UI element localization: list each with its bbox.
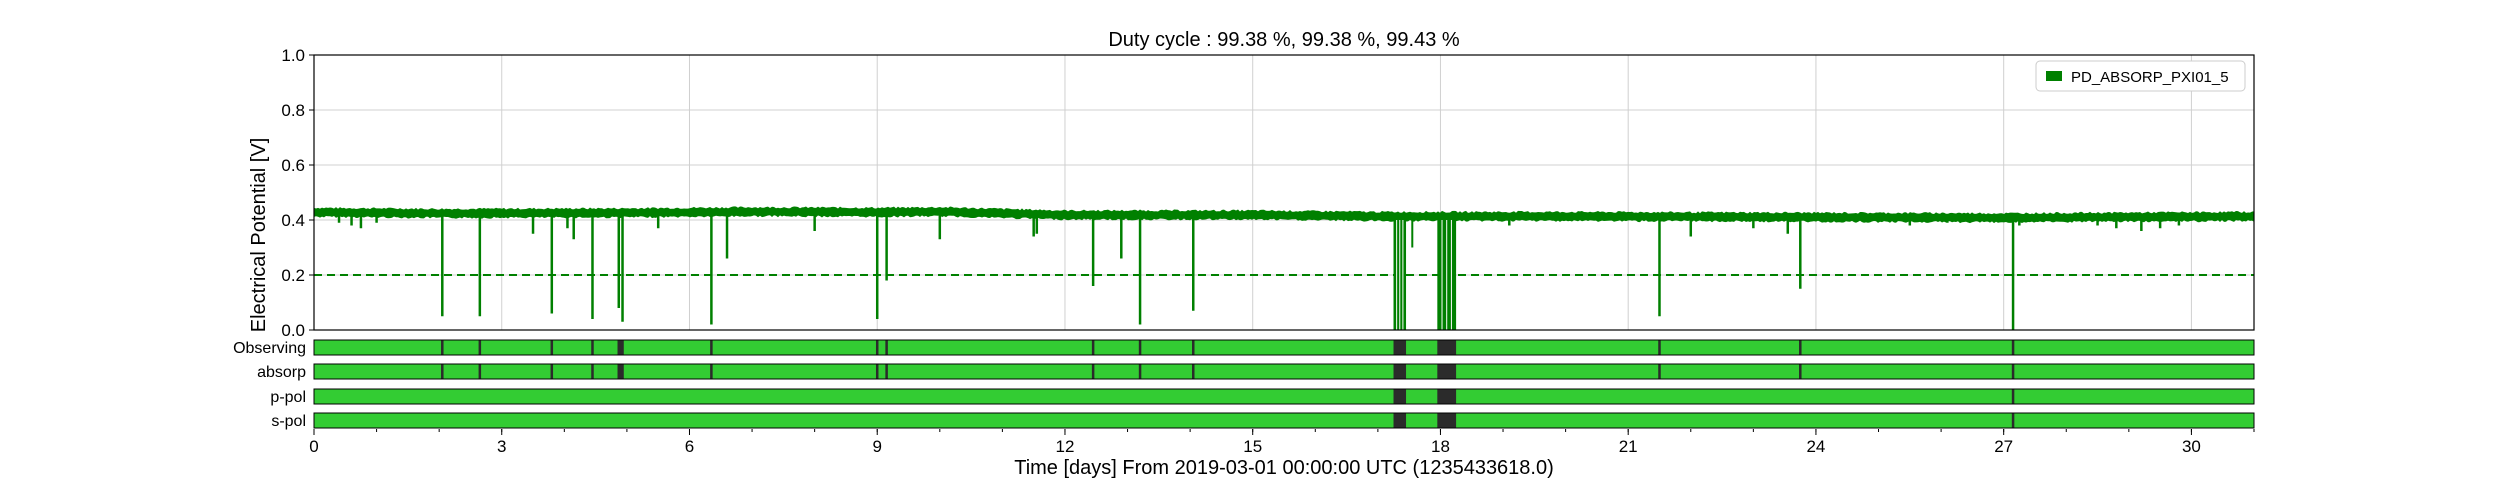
x-tick-label-6: 18 [1431, 437, 1450, 456]
segment-gap-1-8 [1091, 364, 1095, 379]
segment-row-1 [314, 364, 2254, 379]
segment-label-2: p-pol [270, 389, 306, 406]
segment-row-2 [314, 389, 2254, 404]
series-band [314, 206, 2254, 224]
segment-label-1: absorp [257, 364, 306, 381]
segment-gap-0-9 [1138, 340, 1142, 355]
segment-gap-1-5 [710, 364, 713, 379]
segment-gap-1-4 [617, 364, 624, 379]
segment-row-3 [314, 413, 2254, 428]
legend-label: PD_ABSORP_PXI01_5 [2071, 69, 2229, 86]
x-tick-label-3: 9 [872, 437, 881, 456]
segment-gap-1-12 [1437, 364, 1457, 379]
segment-gap-1-13 [1658, 364, 1661, 379]
segment-gap-1-11 [1393, 364, 1407, 379]
segment-gap-1-1 [478, 364, 482, 379]
series-group [314, 206, 2254, 330]
segment-gap-0-0 [441, 340, 444, 355]
x-tick-label-5: 15 [1243, 437, 1262, 456]
plot-frame [313, 54, 2255, 331]
x-tick-label-4: 12 [1056, 437, 1075, 456]
segment-label-0: Observing [233, 340, 306, 357]
x-tick-label-9: 27 [1994, 437, 2013, 456]
chart-title: Duty cycle : 99.38 %, 99.38 %, 99.43 % [1108, 29, 1460, 51]
segment-gap-1-2 [550, 364, 554, 379]
segment-gap-0-13 [1658, 340, 1661, 355]
segment-gap-1-10 [1192, 364, 1195, 379]
y-tick-label-1: 0.2 [281, 266, 305, 285]
y-tick-label-2: 0.4 [281, 211, 305, 230]
segment-gap-2-0 [1393, 389, 1407, 404]
axes [313, 54, 2255, 331]
x-tick-label-7: 21 [1619, 437, 1638, 456]
segment-gap-1-0 [441, 364, 444, 379]
segment-gap-0-6 [875, 340, 879, 355]
segment-gap-2-2 [2011, 389, 2015, 404]
segment-gap-0-8 [1091, 340, 1095, 355]
segment-gap-0-3 [591, 340, 594, 355]
segment-gap-0-14 [1799, 340, 1802, 355]
x-tick-label-8: 24 [1806, 437, 1825, 456]
segment-gap-0-15 [2011, 340, 2015, 355]
y-tick-label-3: 0.6 [281, 156, 305, 175]
segment-gap-0-4 [617, 340, 624, 355]
segment-gap-0-11 [1393, 340, 1407, 355]
segment-gap-0-2 [550, 340, 554, 355]
segment-frame-3 [313, 412, 2255, 429]
y-tick-label-5: 1.0 [281, 46, 305, 65]
legend-frame [2035, 60, 2246, 92]
y-axis-ticks: 0.0 0.2 0.4 0.6 0.8 1.0 [281, 46, 314, 340]
x-tick-label-1: 3 [497, 437, 506, 456]
segment-frame-2 [313, 388, 2255, 405]
legend-swatch [2046, 71, 2062, 81]
segment-gap-1-3 [591, 364, 594, 379]
x-axis-label: Time [days] From 2019-03-01 00:00:00 UTC… [1014, 457, 1554, 479]
segment-row-0 [314, 340, 2254, 355]
x-axis-ticks: 0 3 6 9 12 15 18 21 24 27 30 [309, 429, 2255, 456]
y-tick-label-4: 0.8 [281, 101, 305, 120]
segment-gap-0-12 [1437, 340, 1457, 355]
y-axis-label: Electrical Potential [V] [248, 138, 270, 333]
segment-bars: Observing absorp p-pol s-pol [233, 339, 2255, 430]
segment-gap-3-1 [1437, 413, 1457, 428]
segment-gap-1-15 [2011, 364, 2015, 379]
x-tick-label-10: 30 [2182, 437, 2201, 456]
segment-frame-0 [313, 339, 2255, 356]
segment-gap-3-0 [1393, 413, 1407, 428]
segment-gap-1-14 [1799, 364, 1802, 379]
segment-label-3: s-pol [271, 413, 306, 430]
segment-gap-0-5 [710, 340, 713, 355]
segment-gap-1-9 [1138, 364, 1142, 379]
segment-gap-0-7 [885, 340, 888, 355]
legend: PD_ABSORP_PXI01_5 [2035, 60, 2246, 92]
x-tick-label-0: 0 [309, 437, 318, 456]
grid [313, 54, 2254, 331]
segment-gap-2-1 [1437, 389, 1457, 404]
segment-frame-1 [313, 363, 2255, 380]
segment-gap-3-2 [2011, 413, 2015, 428]
x-tick-label-2: 6 [685, 437, 694, 456]
segment-gap-0-10 [1192, 340, 1195, 355]
segment-gap-1-6 [875, 364, 879, 379]
segment-gap-1-7 [885, 364, 888, 379]
y-tick-label-0: 0.0 [281, 321, 305, 340]
segment-gap-0-1 [478, 340, 482, 355]
